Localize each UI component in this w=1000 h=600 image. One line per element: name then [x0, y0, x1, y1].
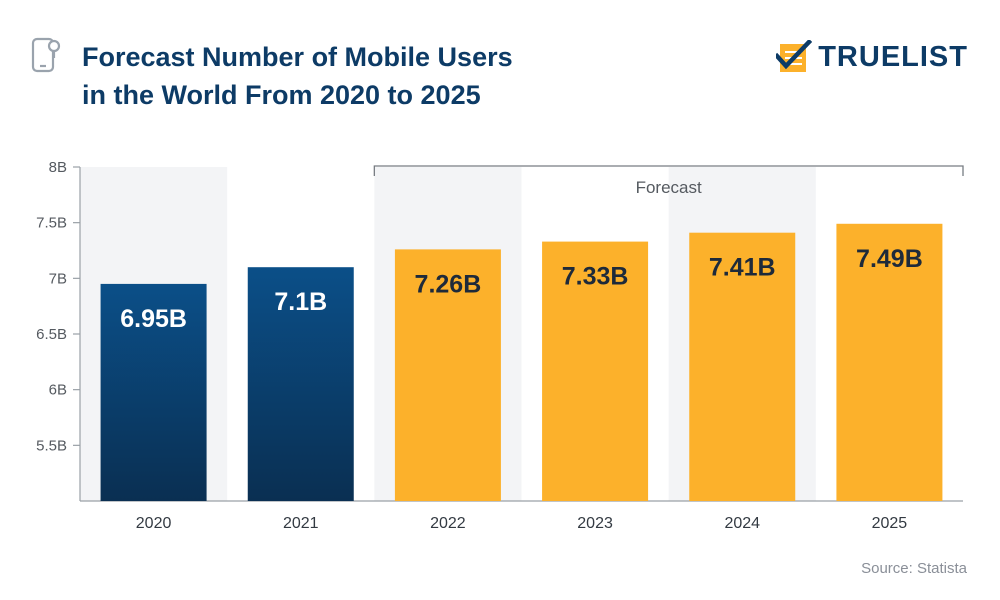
- x-tick-label: 2022: [430, 515, 466, 532]
- x-tick-label: 2021: [283, 515, 319, 532]
- x-tick-label: 2020: [136, 515, 172, 532]
- bar: [836, 223, 943, 501]
- y-tick-label: 5.5B: [36, 437, 67, 454]
- bar-value-label: 7.33B: [562, 263, 629, 291]
- y-tick-label: 6B: [49, 382, 67, 399]
- x-tick-label: 2025: [872, 515, 908, 532]
- bar-value-label: 7.49B: [856, 245, 923, 273]
- truelist-logo: TRUELIST: [776, 40, 968, 74]
- y-tick-label: 7B: [49, 270, 67, 287]
- forecast-label: Forecast: [636, 178, 702, 197]
- bar-value-label: 7.41B: [709, 254, 776, 282]
- forecast-bracket: [373, 165, 964, 176]
- bar: [247, 267, 354, 501]
- mobile-user-icon: [31, 37, 61, 73]
- source-note: Source: Statista: [861, 560, 967, 577]
- title-line-2: in the World From 2020 to 2025: [82, 80, 481, 110]
- bar: [689, 232, 796, 502]
- bar-value-label: 7.26B: [415, 270, 482, 298]
- bar: [100, 283, 207, 501]
- y-tick-label: 8B: [49, 159, 67, 176]
- x-tick-label: 2023: [577, 515, 613, 532]
- page-title: Forecast Number of Mobile Users in the W…: [82, 38, 642, 114]
- title-line-1: Forecast Number of Mobile Users: [82, 42, 513, 72]
- bar-value-label: 7.1B: [274, 288, 327, 316]
- checklist-logo-icon: [776, 40, 813, 72]
- bar: [542, 241, 649, 502]
- y-tick-label: 7.5B: [36, 215, 67, 232]
- x-tick-label: 2024: [724, 515, 760, 532]
- y-tick-label: 6.5B: [36, 326, 67, 343]
- bar-value-label: 6.95B: [120, 305, 187, 333]
- logo-text: TRUELIST: [818, 40, 968, 73]
- bar: [394, 249, 501, 501]
